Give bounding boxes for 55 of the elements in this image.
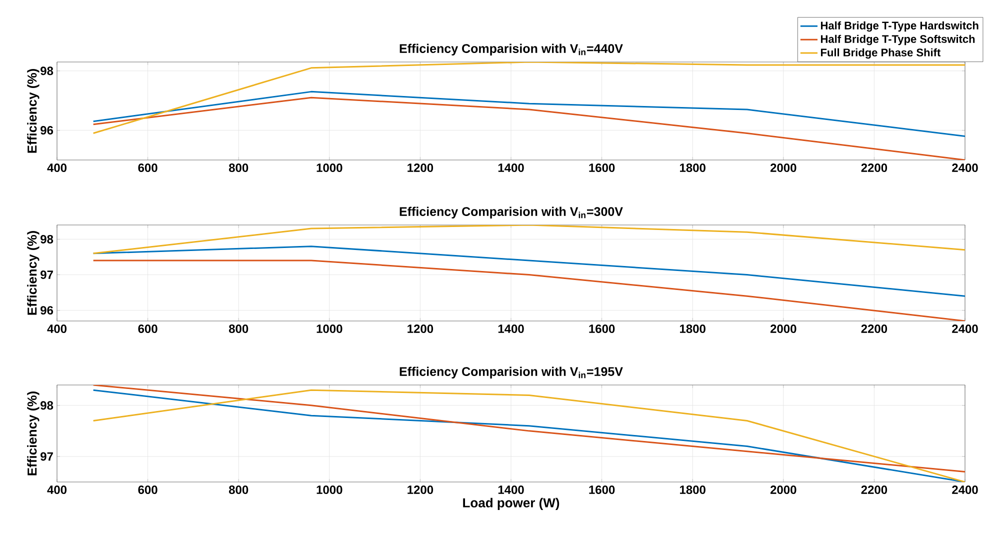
line-series bbox=[92, 224, 965, 254]
x-tick-label: 1400 bbox=[498, 324, 524, 334]
x-tick-label: 1400 bbox=[498, 486, 524, 494]
x-tick-label: 1600 bbox=[589, 486, 615, 494]
line-series bbox=[92, 90, 965, 137]
x-tick-label: 1800 bbox=[680, 324, 706, 334]
x-tick-label: 600 bbox=[138, 324, 158, 334]
x-tick-label: 400 bbox=[47, 324, 67, 334]
chart-title: Efficiency Comparision with V$_{in}$=195V bbox=[400, 366, 623, 378]
y-tick-label: 97 bbox=[40, 270, 53, 280]
y-axis-title: Efficiency (%) bbox=[27, 231, 40, 315]
line-series bbox=[92, 96, 965, 160]
x-tick-label: 2000 bbox=[770, 324, 796, 334]
x-axis-title: Load power (W) bbox=[463, 498, 560, 510]
x-tick-label: 1400 bbox=[498, 164, 524, 172]
x-tick-label: 800 bbox=[228, 324, 248, 334]
x-tick-label: 1800 bbox=[680, 164, 706, 172]
x-tick-label: 2200 bbox=[861, 324, 888, 334]
line-series bbox=[92, 260, 965, 321]
y-tick-label: 96 bbox=[40, 126, 54, 135]
x-tick-label: 600 bbox=[138, 486, 158, 494]
x-tick-label: 800 bbox=[228, 164, 248, 172]
x-tick-label: 2000 bbox=[770, 486, 796, 494]
y-axis-title: Efficiency (%) bbox=[27, 69, 40, 153]
x-tick-label: 2200 bbox=[861, 486, 888, 494]
x-tick-label: 1200 bbox=[408, 164, 434, 172]
chart-title: Efficiency Comparision with V$_{in}$=440V bbox=[400, 44, 623, 56]
y-tick-label: 98 bbox=[40, 66, 54, 76]
y-tick-label: 98 bbox=[40, 401, 54, 410]
x-tick-label: 1200 bbox=[408, 324, 434, 334]
x-tick-label: 1000 bbox=[316, 486, 342, 494]
x-tick-label: 1600 bbox=[589, 164, 615, 172]
x-tick-label: 2000 bbox=[770, 164, 796, 172]
x-tick-label: 400 bbox=[47, 486, 67, 494]
y-tick-label: 97 bbox=[40, 452, 53, 461]
legend-label: Half Bridge T-Type Hardswitch bbox=[820, 21, 978, 32]
x-tick-label: 1800 bbox=[680, 486, 706, 494]
line-series bbox=[92, 62, 965, 134]
legend-label: Half Bridge T-Type Softswitch bbox=[820, 34, 975, 46]
x-tick-label: 600 bbox=[138, 164, 158, 172]
legend-label: Full Bridge Phase Shift bbox=[820, 48, 941, 59]
y-tick-label: 98 bbox=[40, 234, 54, 244]
x-tick-label: 2200 bbox=[861, 164, 888, 172]
x-tick-label: 400 bbox=[47, 164, 67, 172]
x-tick-label: 1200 bbox=[408, 486, 434, 494]
x-tick-label: 2400 bbox=[952, 324, 978, 334]
x-tick-label: 1000 bbox=[316, 164, 342, 172]
x-tick-label: 1000 bbox=[316, 324, 342, 334]
x-tick-label: 1600 bbox=[589, 324, 615, 334]
x-tick-label: 2400 bbox=[952, 164, 978, 172]
x-tick-label: 800 bbox=[228, 486, 248, 494]
x-tick-label: 2400 bbox=[952, 486, 978, 494]
chart-title: Efficiency Comparision with V$_{in}$=300V bbox=[400, 206, 623, 218]
y-axis-title: Efficiency (%) bbox=[27, 392, 40, 476]
y-tick-label: 96 bbox=[40, 306, 54, 315]
